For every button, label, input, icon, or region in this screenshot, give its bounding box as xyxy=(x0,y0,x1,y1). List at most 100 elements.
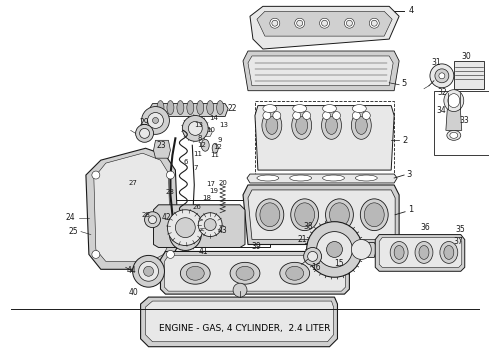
Circle shape xyxy=(148,216,156,224)
Ellipse shape xyxy=(390,242,408,264)
Circle shape xyxy=(167,251,174,258)
Ellipse shape xyxy=(329,203,349,227)
Ellipse shape xyxy=(355,175,377,181)
Circle shape xyxy=(147,113,164,129)
Ellipse shape xyxy=(322,175,344,181)
Ellipse shape xyxy=(201,139,209,151)
Text: 14: 14 xyxy=(209,116,218,121)
Circle shape xyxy=(152,117,158,123)
Circle shape xyxy=(198,213,222,237)
Polygon shape xyxy=(250,6,399,49)
Circle shape xyxy=(430,64,454,88)
Text: 41: 41 xyxy=(198,247,208,256)
Text: 13: 13 xyxy=(220,122,229,129)
Ellipse shape xyxy=(447,130,461,140)
Circle shape xyxy=(167,171,174,179)
Ellipse shape xyxy=(293,105,307,113)
Circle shape xyxy=(139,261,158,281)
Ellipse shape xyxy=(266,117,278,134)
Ellipse shape xyxy=(325,117,338,134)
Ellipse shape xyxy=(448,94,460,108)
Bar xyxy=(454,61,484,89)
Text: 40: 40 xyxy=(129,288,139,297)
Ellipse shape xyxy=(157,100,164,114)
Circle shape xyxy=(170,219,201,251)
Text: 23: 23 xyxy=(157,141,166,150)
Circle shape xyxy=(322,112,331,120)
Text: 30: 30 xyxy=(462,53,471,62)
Polygon shape xyxy=(153,140,171,158)
Text: 1: 1 xyxy=(409,205,414,214)
Text: 20: 20 xyxy=(219,180,227,186)
Circle shape xyxy=(263,112,271,120)
Circle shape xyxy=(369,18,379,28)
Text: 26: 26 xyxy=(193,204,202,210)
Text: 10: 10 xyxy=(207,127,216,134)
Ellipse shape xyxy=(260,203,280,227)
Ellipse shape xyxy=(352,105,367,113)
Polygon shape xyxy=(248,190,395,239)
Text: 43: 43 xyxy=(217,226,227,235)
Polygon shape xyxy=(153,205,245,247)
Text: 21: 21 xyxy=(298,235,307,244)
Text: 33: 33 xyxy=(460,116,469,125)
Circle shape xyxy=(333,112,341,120)
Text: 28: 28 xyxy=(141,212,150,218)
Circle shape xyxy=(140,129,149,138)
Text: 37: 37 xyxy=(454,237,464,246)
Text: 15: 15 xyxy=(335,259,344,268)
Ellipse shape xyxy=(415,242,433,264)
Ellipse shape xyxy=(321,112,342,139)
Polygon shape xyxy=(346,243,377,257)
Circle shape xyxy=(92,171,100,179)
Ellipse shape xyxy=(419,246,429,260)
Polygon shape xyxy=(248,56,393,86)
Ellipse shape xyxy=(167,100,174,114)
Polygon shape xyxy=(243,185,399,244)
Text: 39: 39 xyxy=(251,242,261,251)
Text: 42: 42 xyxy=(162,213,172,222)
Circle shape xyxy=(317,231,352,267)
Polygon shape xyxy=(149,104,228,117)
Text: 2: 2 xyxy=(402,136,408,145)
Text: 25: 25 xyxy=(68,227,78,236)
Text: 18: 18 xyxy=(203,195,212,201)
Ellipse shape xyxy=(263,105,277,113)
Ellipse shape xyxy=(177,100,184,114)
Circle shape xyxy=(303,112,311,120)
Ellipse shape xyxy=(280,262,310,284)
Ellipse shape xyxy=(360,199,388,231)
Ellipse shape xyxy=(444,246,454,260)
Text: 16: 16 xyxy=(311,263,320,272)
Circle shape xyxy=(326,242,343,257)
Polygon shape xyxy=(141,297,338,347)
Circle shape xyxy=(270,18,280,28)
Circle shape xyxy=(293,112,301,120)
Ellipse shape xyxy=(394,246,404,260)
Text: 7: 7 xyxy=(193,165,197,171)
Ellipse shape xyxy=(351,112,371,139)
Polygon shape xyxy=(161,251,349,294)
Text: 32: 32 xyxy=(437,88,447,97)
Circle shape xyxy=(304,247,321,265)
Ellipse shape xyxy=(197,100,204,114)
Circle shape xyxy=(273,112,281,120)
Ellipse shape xyxy=(212,143,218,153)
Polygon shape xyxy=(247,174,397,183)
Bar xyxy=(434,91,489,155)
Circle shape xyxy=(233,283,247,297)
Polygon shape xyxy=(198,129,212,136)
Circle shape xyxy=(175,218,196,238)
Ellipse shape xyxy=(294,203,315,227)
Ellipse shape xyxy=(450,132,458,138)
Circle shape xyxy=(272,20,278,26)
Text: 5: 5 xyxy=(401,79,407,88)
Text: 44: 44 xyxy=(127,266,137,275)
Polygon shape xyxy=(379,238,462,267)
Text: 28: 28 xyxy=(166,189,175,195)
Ellipse shape xyxy=(325,199,353,231)
Text: 11: 11 xyxy=(193,151,202,157)
Circle shape xyxy=(142,107,170,134)
Circle shape xyxy=(297,20,303,26)
Circle shape xyxy=(319,18,329,28)
